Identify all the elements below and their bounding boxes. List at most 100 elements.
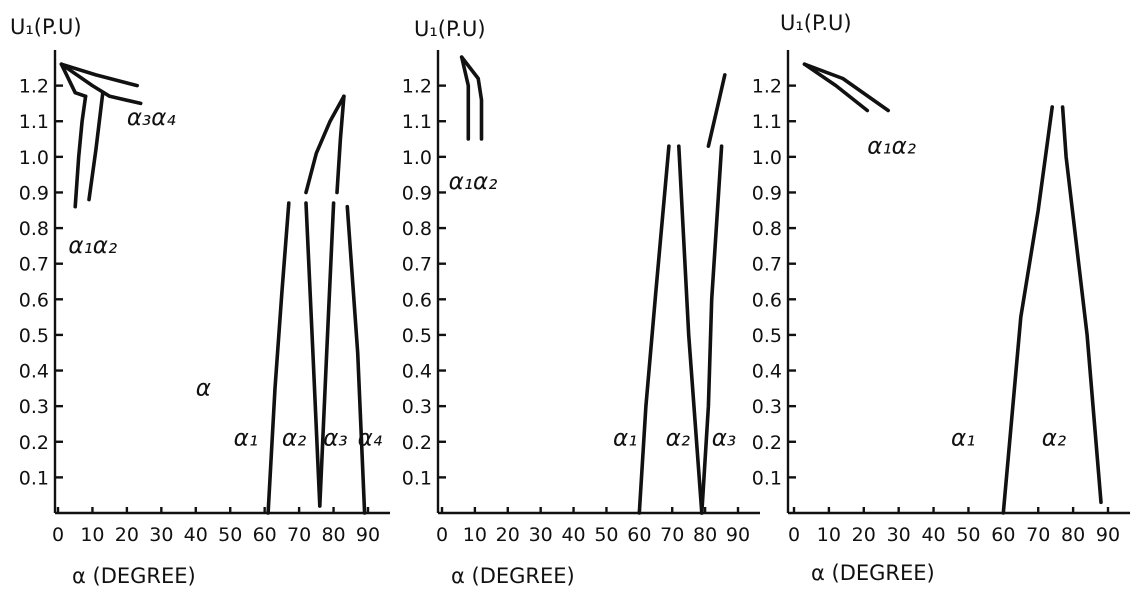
x-axis-title: α (DEGREE) xyxy=(451,564,575,588)
y-tick-label: 1.1 xyxy=(402,111,432,133)
x-tick-label: 10 xyxy=(463,524,487,546)
series-curve-4 xyxy=(1060,105,1103,505)
y-tick-label: 0.1 xyxy=(402,467,432,489)
curve-label: α₃ xyxy=(323,425,347,451)
y-tick-label: 0.4 xyxy=(19,361,49,383)
y-axis-title: U₁(P.U) xyxy=(414,17,486,41)
y-tick-label: 0.5 xyxy=(19,325,49,347)
curve-label: α₁ xyxy=(951,425,975,451)
y-tick-label: 0.9 xyxy=(19,182,49,204)
x-tick-label: 50 xyxy=(956,524,980,546)
y-tick-label: 1.0 xyxy=(752,147,782,169)
x-tick-label: 40 xyxy=(184,524,208,546)
x-tick-label: 30 xyxy=(529,524,553,546)
series-curve-8 xyxy=(318,201,336,508)
y-tick-label: 0.6 xyxy=(402,289,432,311)
y-tick-label: 1.2 xyxy=(19,76,49,98)
series-curve-4 xyxy=(677,144,704,515)
series-curve-4 xyxy=(73,94,88,209)
x-tick-label: 80 xyxy=(693,524,717,546)
curve-label: α xyxy=(196,375,211,401)
series-curve-3 xyxy=(1001,105,1054,515)
panel-2: 0.1 0.2 0.3 0.4 0.5 0.6 0.7 0.8 0.9 1.0 1.1 1.2 0 10 2… xyxy=(402,17,760,588)
x-tick-label: 0 xyxy=(436,524,448,546)
x-tick-label: 30 xyxy=(149,524,173,546)
x-axis-title: α (DEGREE) xyxy=(811,561,935,585)
y-tick-label: 0.3 xyxy=(752,396,782,418)
curve-label: α₃ xyxy=(712,425,736,451)
curve-label: α₁ xyxy=(234,425,258,451)
curve-label: α₂ xyxy=(666,425,690,451)
curve-label: α₁α₂ xyxy=(449,169,498,195)
y-tick-label: 0.8 xyxy=(752,218,782,240)
x-tick-label: 0 xyxy=(788,524,800,546)
curve-label: α₁ xyxy=(613,425,637,451)
x-tick-label: 10 xyxy=(80,524,104,546)
series-curve-3 xyxy=(637,144,671,515)
y-tick-label: 0.2 xyxy=(402,432,432,454)
y-tick-label: 0.6 xyxy=(19,289,49,311)
series-curve-2 xyxy=(802,62,870,113)
series-curve-5 xyxy=(700,144,724,515)
x-axis-title: α (DEGREE) xyxy=(72,564,196,588)
x-tick-label: 60 xyxy=(991,524,1015,546)
y-tick-label: 1.2 xyxy=(752,76,782,98)
series-curve-3 xyxy=(59,62,88,99)
series-curve-1 xyxy=(802,62,890,113)
x-tick-label: 70 xyxy=(660,524,684,546)
x-tick-label: 70 xyxy=(287,524,311,546)
curve-label: α₂ xyxy=(1042,425,1066,451)
curve-label: α₁α₂ xyxy=(68,233,117,259)
x-tick-label: 90 xyxy=(726,524,750,546)
x-tick-label: 70 xyxy=(1026,524,1050,546)
y-axis-title: U₁(P.U) xyxy=(780,11,852,35)
y-tick-label: 0.4 xyxy=(752,361,782,383)
y-tick-label: 0.7 xyxy=(19,254,49,276)
x-tick-label: 80 xyxy=(1061,524,1085,546)
series-curve-7 xyxy=(304,201,322,508)
y-tick-label: 1.1 xyxy=(19,111,49,133)
x-tick-label: 20 xyxy=(496,524,520,546)
curve-label: α₃α₄ xyxy=(127,105,176,131)
y-tick-label: 0.9 xyxy=(752,182,782,204)
y-tick-label: 0.5 xyxy=(752,325,782,347)
x-tick-label: 60 xyxy=(253,524,277,546)
y-tick-label: 0.4 xyxy=(402,361,432,383)
series-curve-1 xyxy=(59,62,139,88)
series-curve-5 xyxy=(87,90,105,202)
series-curve-10 xyxy=(335,94,346,195)
x-tick-label: 20 xyxy=(852,524,876,546)
y-tick-label: 0.9 xyxy=(402,182,432,204)
x-tick-label: 80 xyxy=(321,524,345,546)
y-tick-label: 1.0 xyxy=(19,147,49,169)
y-tick-label: 0.1 xyxy=(19,467,49,489)
y-tick-label: 0.2 xyxy=(19,432,49,454)
y-tick-label: 0.3 xyxy=(402,396,432,418)
y-tick-label: 1.1 xyxy=(752,111,782,133)
x-tick-label: 50 xyxy=(218,524,242,546)
x-tick-label: 40 xyxy=(561,524,585,546)
y-tick-label: 0.8 xyxy=(402,218,432,240)
y-tick-label: 1.0 xyxy=(402,147,432,169)
y-tick-label: 0.2 xyxy=(752,432,782,454)
y-tick-label: 0.5 xyxy=(402,325,432,347)
x-tick-label: 50 xyxy=(594,524,618,546)
x-tick-label: 90 xyxy=(1096,524,1120,546)
y-tick-label: 0.3 xyxy=(19,396,49,418)
series-curve-2 xyxy=(459,55,484,141)
curve-label: α₂ xyxy=(282,425,306,451)
series-curve-6 xyxy=(706,73,727,148)
y-tick-label: 0.6 xyxy=(752,289,782,311)
panel-1: 0.1 0.2 0.3 0.4 0.5 0.6 0.7 0.8 0.9 1.0 1.1 1.2 0 10 2… xyxy=(10,15,390,588)
series-curve-6 xyxy=(266,201,291,515)
y-tick-label: 0.7 xyxy=(752,254,782,276)
panel-3: 0.1 0.2 0.3 0.4 0.5 0.6 0.7 0.8 0.9 1.0 1.1 1.2 0 10 2… xyxy=(752,11,1130,585)
y-axis-title: U₁(P.U) xyxy=(10,15,82,39)
x-tick-label: 10 xyxy=(817,524,841,546)
y-tick-label: 0.1 xyxy=(752,467,782,489)
y-tick-label: 1.2 xyxy=(402,76,432,98)
curve-label: α₁α₂ xyxy=(867,133,916,159)
y-tick-label: 0.7 xyxy=(402,254,432,276)
x-tick-label: 40 xyxy=(921,524,945,546)
